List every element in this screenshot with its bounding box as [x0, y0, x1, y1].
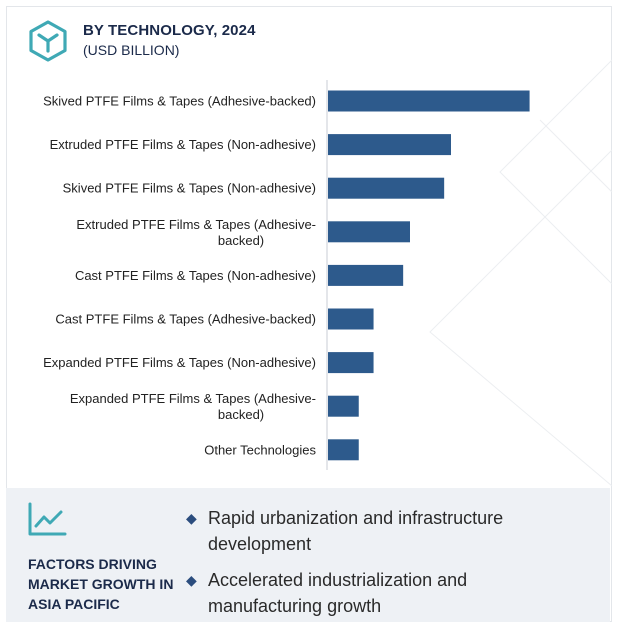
chart-subtitle: (USD BILLION)	[83, 42, 180, 58]
diamond-icon: ◆	[186, 510, 197, 526]
category-label: Extruded PTFE Films & Tapes (Adhesive-ba…	[76, 217, 316, 248]
bar	[328, 134, 451, 156]
diamond-icon: ◆	[186, 572, 197, 588]
category-label: Expanded PTFE Films & Tapes (Adhesive-ba…	[70, 391, 316, 422]
bar	[328, 395, 359, 417]
category-label: Other Technologies	[204, 442, 316, 457]
bar	[328, 177, 445, 199]
trend-line-icon	[28, 502, 67, 536]
factor-text: Rapid urbanization and infrastructure de…	[208, 508, 504, 554]
category-label: Extruded PTFE Films & Tapes (Non-adhesiv…	[50, 137, 316, 152]
factors-title: FACTORS DRIVING MARKET GROWTH IN ASIA PA…	[28, 556, 174, 612]
bar	[328, 90, 530, 112]
category-label: Skived PTFE Films & Tapes (Non-adhesive)	[63, 181, 316, 196]
category-label: Cast PTFE Films & Tapes (Non-adhesive)	[75, 268, 316, 283]
bar	[328, 439, 359, 461]
cube-logo-icon	[29, 20, 67, 62]
category-label: Skived PTFE Films & Tapes (Adhesive-back…	[43, 94, 316, 109]
category-label: Cast PTFE Films & Tapes (Adhesive-backed…	[55, 312, 316, 327]
bar	[328, 352, 374, 374]
bar	[328, 221, 410, 243]
factor-text: Accelerated industrialization and manufa…	[208, 570, 468, 616]
category-label: Expanded PTFE Films & Tapes (Non-adhesiv…	[43, 355, 316, 370]
bar	[328, 308, 374, 330]
bar	[328, 264, 404, 286]
bar-chart: Skived PTFE Films & Tapes (Adhesive-back…	[43, 80, 530, 470]
factors-panel: FACTORS DRIVING MARKET GROWTH IN ASIA PA…	[6, 488, 610, 622]
chart-title: BY TECHNOLOGY, 2024	[83, 22, 256, 39]
